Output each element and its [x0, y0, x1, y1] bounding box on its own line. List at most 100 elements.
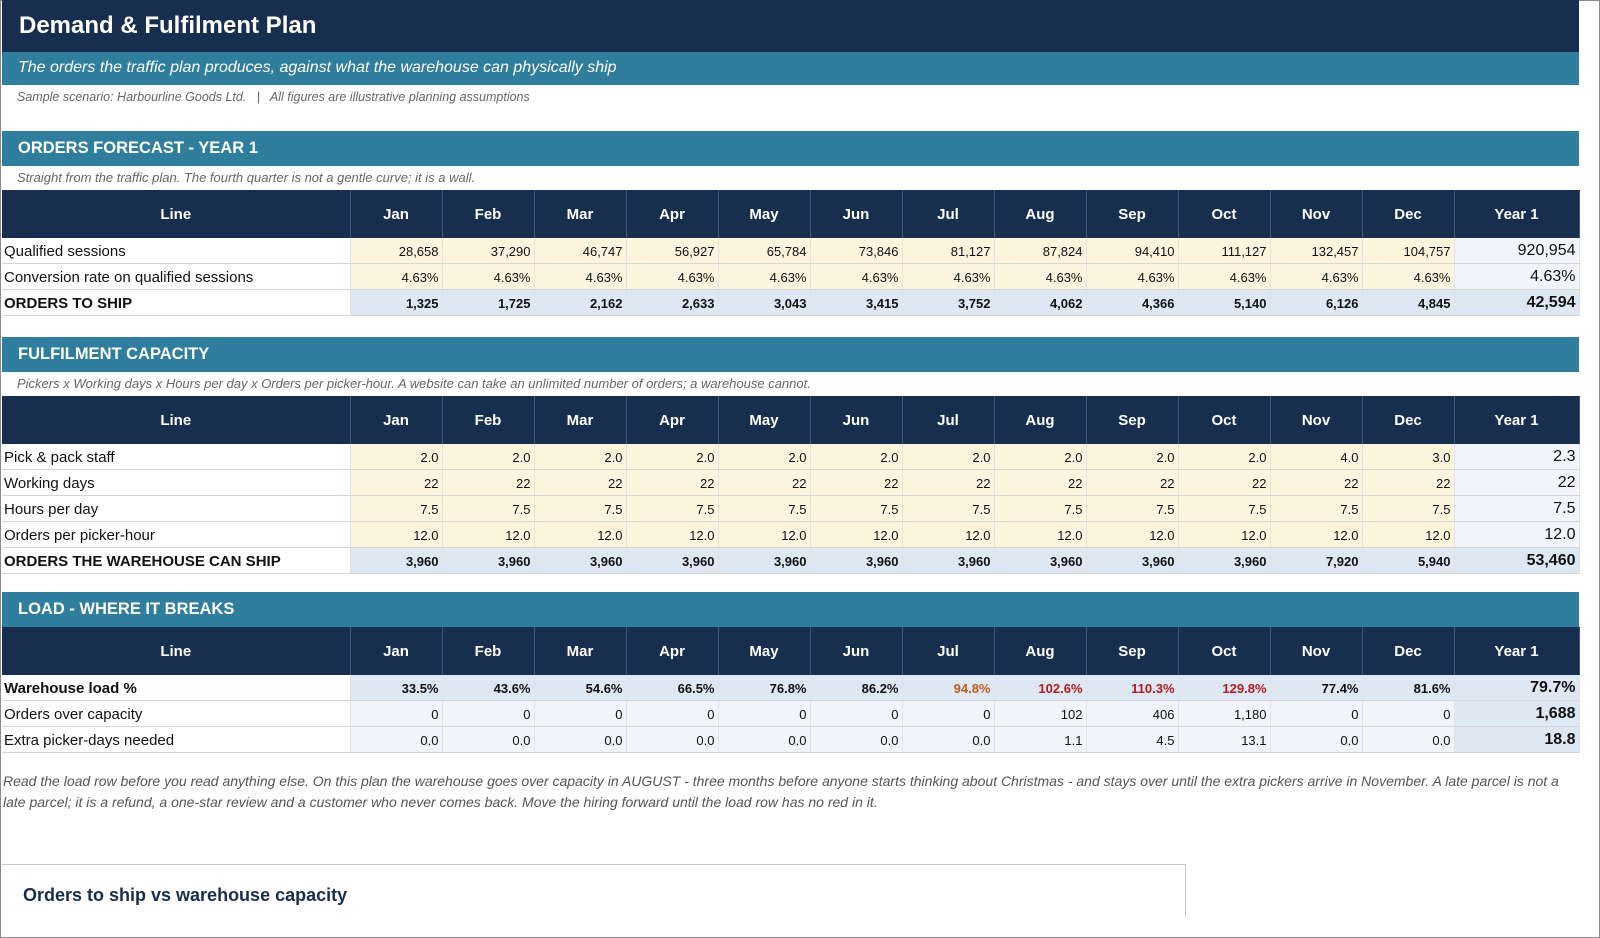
year-total-cell[interactable]: 4.63%	[1454, 263, 1580, 290]
table-cell[interactable]: 3,960	[626, 547, 719, 574]
table-cell[interactable]: 12.0	[534, 521, 627, 548]
table-cell[interactable]: 7.5	[1270, 495, 1363, 522]
table-cell[interactable]: 86.2%	[810, 675, 903, 701]
table-cell[interactable]: 22	[1086, 469, 1179, 496]
year-total-cell[interactable]: 53,460	[1454, 547, 1580, 574]
table-cell[interactable]: 0	[350, 700, 443, 727]
table-cell[interactable]: 0.0	[1270, 726, 1363, 753]
table-cell[interactable]: 4.63%	[534, 263, 627, 290]
table-cell[interactable]: 7.5	[626, 495, 719, 522]
table-cell[interactable]: 12.0	[810, 521, 903, 548]
column-header[interactable]: Aug	[994, 396, 1087, 444]
table-cell[interactable]: 102.6%	[994, 675, 1087, 701]
table-cell[interactable]: 13.1	[1178, 726, 1271, 753]
table-cell[interactable]: 4.63%	[902, 263, 995, 290]
column-header[interactable]: Jun	[810, 190, 903, 238]
table-cell[interactable]: 0	[626, 700, 719, 727]
column-header[interactable]: Sep	[1086, 190, 1179, 238]
column-header[interactable]: Sep	[1086, 627, 1179, 675]
column-header[interactable]: Oct	[1178, 190, 1271, 238]
column-header[interactable]: Apr	[626, 396, 719, 444]
table-cell[interactable]: 1,725	[442, 289, 535, 316]
column-header[interactable]: Mar	[534, 190, 627, 238]
table-cell[interactable]: 94.8%	[902, 675, 995, 701]
table-cell[interactable]: 406	[1086, 700, 1179, 727]
table-cell[interactable]: 4.63%	[350, 263, 443, 290]
year-total-cell[interactable]: 12.0	[1454, 521, 1580, 548]
chart-panel[interactable]: Orders to ship vs warehouse capacity	[2, 864, 1186, 917]
row-label[interactable]: Orders over capacity	[2, 700, 351, 727]
column-header[interactable]: Dec	[1362, 627, 1455, 675]
table-cell[interactable]: 12.0	[994, 521, 1087, 548]
table-cell[interactable]: 0.0	[534, 726, 627, 753]
row-label[interactable]: ORDERS THE WAREHOUSE CAN SHIP	[2, 547, 351, 574]
row-label[interactable]: Working days	[2, 469, 351, 496]
year-total-cell[interactable]: 42,594	[1454, 289, 1580, 316]
table-cell[interactable]: 73,846	[810, 238, 903, 264]
column-header[interactable]: Nov	[1270, 627, 1363, 675]
column-header[interactable]: Line	[2, 627, 351, 675]
column-header[interactable]: May	[718, 396, 811, 444]
table-cell[interactable]: 0	[902, 700, 995, 727]
table-cell[interactable]: 4.63%	[718, 263, 811, 290]
table-cell[interactable]: 87,824	[994, 238, 1087, 264]
table-cell[interactable]: 4.63%	[626, 263, 719, 290]
table-cell[interactable]: 4.63%	[994, 263, 1087, 290]
table-cell[interactable]: 3,960	[902, 547, 995, 574]
table-cell[interactable]: 111,127	[1178, 238, 1271, 264]
row-label[interactable]: Warehouse load %	[2, 675, 351, 701]
column-header[interactable]: Dec	[1362, 396, 1455, 444]
column-header[interactable]: Jul	[902, 190, 995, 238]
table-cell[interactable]: 22	[1178, 469, 1271, 496]
table-cell[interactable]: 2,162	[534, 289, 627, 316]
year-total-cell[interactable]: 7.5	[1454, 495, 1580, 522]
table-cell[interactable]: 12.0	[1086, 521, 1179, 548]
table-cell[interactable]: 4.63%	[1178, 263, 1271, 290]
table-cell[interactable]: 37,290	[442, 238, 535, 264]
table-cell[interactable]: 102	[994, 700, 1087, 727]
column-header[interactable]: Jul	[902, 627, 995, 675]
table-cell[interactable]: 0.0	[1362, 726, 1455, 753]
table-cell[interactable]: 3,043	[718, 289, 811, 316]
table-cell[interactable]: 46,747	[534, 238, 627, 264]
table-cell[interactable]: 0	[810, 700, 903, 727]
table-cell[interactable]: 2.0	[810, 444, 903, 470]
table-cell[interactable]: 2.0	[1178, 444, 1271, 470]
table-cell[interactable]: 1,325	[350, 289, 443, 316]
column-header[interactable]: Oct	[1178, 627, 1271, 675]
table-cell[interactable]: 22	[442, 469, 535, 496]
row-label[interactable]: ORDERS TO SHIP	[2, 289, 351, 316]
table-cell[interactable]: 0	[1362, 700, 1455, 727]
row-label[interactable]: Extra picker-days needed	[2, 726, 351, 753]
table-cell[interactable]: 2.0	[534, 444, 627, 470]
table-cell[interactable]: 22	[1362, 469, 1455, 496]
column-header[interactable]: Feb	[442, 627, 535, 675]
table-cell[interactable]: 28,658	[350, 238, 443, 264]
table-cell[interactable]: 56,927	[626, 238, 719, 264]
table-cell[interactable]: 4.63%	[1362, 263, 1455, 290]
year-total-cell[interactable]: 22	[1454, 469, 1580, 496]
table-cell[interactable]: 66.5%	[626, 675, 719, 701]
table-cell[interactable]: 3,960	[994, 547, 1087, 574]
year-total-cell[interactable]: 1,688	[1454, 700, 1580, 727]
table-cell[interactable]: 3,960	[718, 547, 811, 574]
table-cell[interactable]: 2.0	[1086, 444, 1179, 470]
column-header[interactable]: Aug	[994, 190, 1087, 238]
column-header[interactable]: Line	[2, 396, 351, 444]
table-cell[interactable]: 22	[350, 469, 443, 496]
table-cell[interactable]: 7.5	[810, 495, 903, 522]
column-header[interactable]: Year 1	[1454, 627, 1580, 675]
table-cell[interactable]: 3,752	[902, 289, 995, 316]
column-header[interactable]: Jan	[350, 396, 443, 444]
table-cell[interactable]: 2.0	[902, 444, 995, 470]
table-cell[interactable]: 12.0	[350, 521, 443, 548]
row-label[interactable]: Conversion rate on qualified sessions	[2, 263, 351, 290]
table-cell[interactable]: 81.6%	[1362, 675, 1455, 701]
column-header[interactable]: Jun	[810, 627, 903, 675]
table-cell[interactable]: 4.63%	[810, 263, 903, 290]
table-cell[interactable]: 22	[534, 469, 627, 496]
table-cell[interactable]: 3.0	[1362, 444, 1455, 470]
table-cell[interactable]: 12.0	[902, 521, 995, 548]
column-header[interactable]: Nov	[1270, 396, 1363, 444]
column-header[interactable]: May	[718, 190, 811, 238]
